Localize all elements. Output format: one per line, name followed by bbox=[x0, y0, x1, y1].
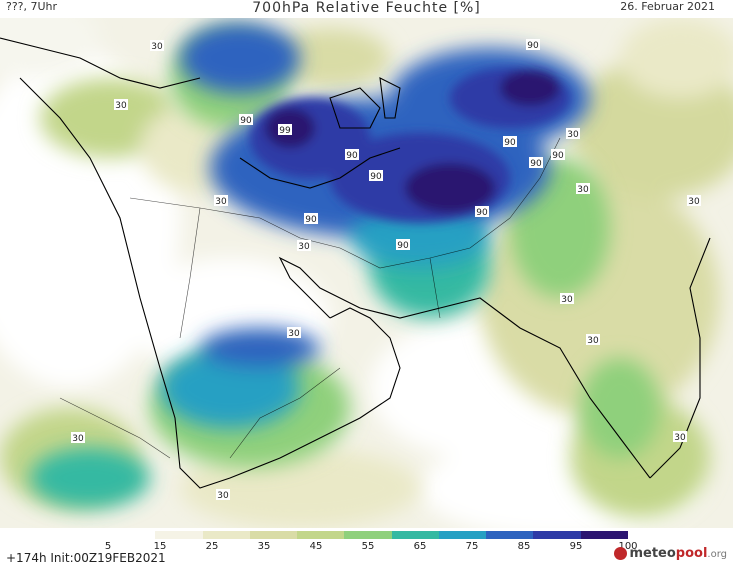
color-scale-tick: 45 bbox=[309, 541, 323, 552]
color-scale-tick: 55 bbox=[361, 541, 375, 552]
map-svg: 30 30 30 30 30 30 30 30 30 30 30 30 30 9… bbox=[0, 18, 733, 528]
contour-label: 99 bbox=[278, 124, 292, 136]
contour-label: 30 bbox=[297, 240, 311, 252]
contour-label: 30 bbox=[114, 99, 128, 111]
color-scale-tick: 85 bbox=[517, 541, 531, 552]
contour-label: 30 bbox=[576, 183, 590, 195]
header-bar: ???, 7Uhr 700hPa Relative Feuchte [%] 26… bbox=[0, 0, 733, 18]
logo-text-accent: pool bbox=[675, 546, 708, 561]
contour-label: 90 bbox=[475, 206, 489, 218]
contour-label: 90 bbox=[304, 213, 318, 225]
logo-icon bbox=[614, 547, 628, 560]
color-scale-swatch bbox=[297, 531, 345, 539]
color-scale-swatch bbox=[249, 531, 298, 539]
color-scale-tick: 5 bbox=[104, 541, 112, 552]
svg-text:30: 30 bbox=[288, 329, 300, 339]
svg-text:30: 30 bbox=[115, 101, 127, 111]
contour-label: 30 bbox=[687, 195, 701, 207]
contour-label: 30 bbox=[560, 293, 574, 305]
svg-text:90: 90 bbox=[370, 172, 382, 182]
color-scale-tick: 75 bbox=[465, 541, 479, 552]
color-scale-swatch bbox=[533, 531, 581, 539]
date-label: 26. Februar 2021 bbox=[620, 0, 715, 13]
svg-text:90: 90 bbox=[240, 116, 252, 126]
contour-label-layer: 30 30 30 30 30 30 30 30 30 30 30 30 30 9… bbox=[71, 39, 701, 501]
coastlines bbox=[0, 37, 711, 489]
color-scale-swatch bbox=[391, 531, 439, 539]
contour-label: 90 bbox=[526, 39, 540, 51]
contour-label: 90 bbox=[551, 149, 565, 161]
contour-label: 90 bbox=[369, 170, 383, 182]
init-time-label: +174h Init:00Z19FEB2021 bbox=[6, 551, 166, 565]
color-scale-tick: 95 bbox=[569, 541, 583, 552]
svg-text:30: 30 bbox=[151, 42, 163, 52]
color-scale-swatch bbox=[438, 531, 487, 539]
svg-text:90: 90 bbox=[476, 208, 488, 218]
svg-text:30: 30 bbox=[72, 434, 84, 444]
humidity-map: 30 30 30 30 30 30 30 30 30 30 30 30 30 9… bbox=[0, 18, 733, 528]
color-scale-ticks: 5 15 25 35 45 55 65 75 85 95 100 bbox=[104, 541, 638, 553]
svg-text:90: 90 bbox=[527, 41, 539, 51]
contour-label: 90 bbox=[396, 239, 410, 251]
map-title: 700hPa Relative Feuchte [%] bbox=[252, 0, 481, 16]
saturated-core bbox=[250, 68, 570, 223]
color-scale-tick: 25 bbox=[205, 541, 219, 552]
svg-text:90: 90 bbox=[346, 151, 358, 161]
color-scale-swatch bbox=[155, 531, 203, 539]
meteopool-logo[interactable]: meteopool.org bbox=[614, 546, 727, 561]
contour-label: 90 bbox=[239, 114, 253, 126]
color-scale-swatch bbox=[108, 531, 156, 539]
contour-label: 30 bbox=[673, 431, 687, 443]
svg-text:30: 30 bbox=[587, 336, 599, 346]
contour-label: 30 bbox=[216, 489, 230, 501]
svg-text:30: 30 bbox=[561, 295, 573, 305]
forecast-time-label: ???, 7Uhr bbox=[6, 0, 58, 13]
svg-text:90: 90 bbox=[504, 138, 516, 148]
contour-label: 30 bbox=[150, 40, 164, 52]
color-scale-tick: 35 bbox=[257, 541, 271, 552]
contour-label: 30 bbox=[287, 327, 301, 339]
svg-text:30: 30 bbox=[674, 433, 686, 443]
contour-label: 30 bbox=[566, 128, 580, 140]
color-scale-swatch bbox=[344, 531, 392, 539]
svg-text:99: 99 bbox=[279, 126, 291, 136]
svg-text:30: 30 bbox=[215, 197, 227, 207]
contour-label: 30 bbox=[214, 195, 228, 207]
color-scale-swatch bbox=[580, 531, 628, 539]
contour-label: 90 bbox=[503, 136, 517, 148]
svg-text:30: 30 bbox=[577, 185, 589, 195]
footer: 5 15 25 35 45 55 65 75 85 95 100 +174h Init:00Z19F… bbox=[0, 528, 733, 566]
color-scale-tick: 15 bbox=[153, 541, 167, 552]
svg-text:90: 90 bbox=[305, 215, 317, 225]
svg-text:30: 30 bbox=[567, 130, 579, 140]
contour-label: 30 bbox=[586, 334, 600, 346]
logo-text-main: meteo bbox=[629, 546, 676, 561]
logo-text-suffix: .org bbox=[707, 549, 727, 560]
svg-text:90: 90 bbox=[530, 159, 542, 169]
color-scale-tick: 65 bbox=[413, 541, 427, 552]
contour-label: 90 bbox=[529, 157, 543, 169]
color-scale-tick: 100 bbox=[618, 541, 638, 552]
color-scale-bar bbox=[108, 531, 628, 539]
contour-label: 30 bbox=[71, 432, 85, 444]
svg-text:30: 30 bbox=[217, 491, 229, 501]
svg-text:30: 30 bbox=[298, 242, 310, 252]
svg-text:90: 90 bbox=[397, 241, 409, 251]
svg-text:90: 90 bbox=[552, 151, 564, 161]
svg-text:30: 30 bbox=[688, 197, 700, 207]
contour-label: 90 bbox=[345, 149, 359, 161]
color-scale-swatch bbox=[486, 531, 534, 539]
color-scale-swatch bbox=[202, 531, 250, 539]
